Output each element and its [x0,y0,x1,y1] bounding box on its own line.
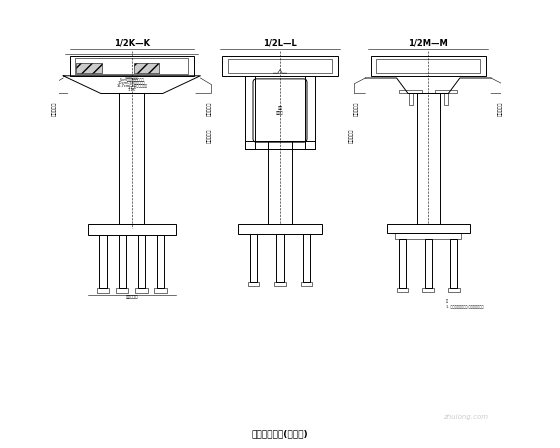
Text: 1/2K—K: 1/2K—K [114,38,150,47]
Text: 桥墩中心线: 桥墩中心线 [497,102,502,116]
Text: 1/2L—L: 1/2L—L [263,38,297,47]
Bar [399,240,406,288]
Bar [245,76,255,149]
Bar [250,234,257,282]
Bar [97,288,109,293]
Bar [376,59,480,73]
Bar [136,288,148,293]
Bar [268,141,292,224]
Bar [134,63,160,73]
Text: 桥墩中心线: 桥墩中心线 [207,102,212,116]
Bar [417,94,440,224]
Bar [238,224,322,234]
Text: 桥墩中心线: 桥墩中心线 [207,128,212,143]
Bar [424,240,432,288]
Bar [450,240,458,288]
Text: 桥墩中心线: 桥墩中心线 [52,102,57,116]
Text: 桥墩中心线: 桥墩中心线 [348,128,353,143]
Text: 桥墩中心线: 桥墩中心线 [354,102,359,116]
Bar [444,94,448,104]
Text: 1.15: 1.15 [128,88,136,92]
Text: 5cm水泥混凝土调平层: 5cm水泥混凝土调平层 [119,78,144,82]
Bar [228,59,332,73]
Bar [399,90,422,94]
Bar [248,282,259,286]
Bar [395,233,461,240]
Bar [277,234,283,282]
Bar [386,224,470,233]
Bar [155,288,167,293]
Text: 注:
1. 本图尺寸均为厘米,标高单位为米。: 注: 1. 本图尺寸均为厘米,标高单位为米。 [446,299,483,308]
Text: 桩基础布置: 桩基础布置 [125,295,138,299]
Bar [119,94,144,224]
Bar [422,288,434,292]
Text: 10cmC50混凝土垫层: 10cmC50混凝土垫层 [118,80,146,84]
Text: 桥型总体布置(二十一): 桥型总体布置(二十一) [251,430,309,439]
Bar [448,288,460,292]
Bar [75,58,188,73]
Bar [157,235,164,288]
Bar [245,141,315,149]
Text: 15.7cmC50现场灌注桩: 15.7cmC50现场灌注桩 [116,83,147,87]
Bar [138,235,145,288]
Bar [301,282,312,286]
Bar [435,90,457,94]
Bar [371,56,486,76]
Bar [70,56,194,76]
Bar [397,288,408,292]
Bar [76,63,101,73]
Bar [305,76,315,149]
Bar [119,235,125,288]
Bar [116,288,128,293]
Text: 1:1.5: 1:1.5 [127,86,136,90]
Bar [303,234,310,282]
Bar [274,282,286,286]
Text: 桥墩
中心线: 桥墩 中心线 [276,106,284,115]
Bar [222,56,338,76]
Bar [100,235,106,288]
Text: 5cm沥青混: 5cm沥青混 [125,75,139,79]
Bar [409,94,413,104]
Text: 1/2M—M: 1/2M—M [408,38,448,47]
Bar [87,224,176,235]
Text: zhulong.com: zhulong.com [444,414,488,420]
